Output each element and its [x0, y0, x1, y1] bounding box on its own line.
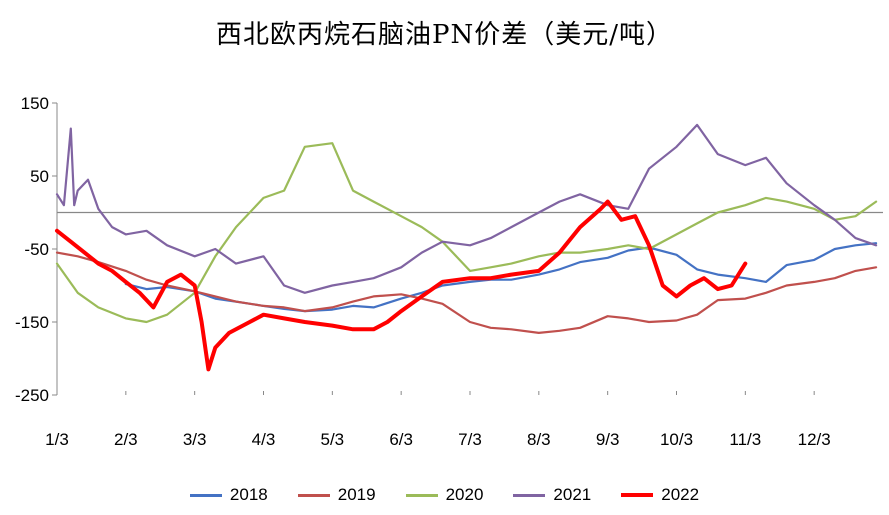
- legend-item-2019: 2019: [297, 485, 376, 505]
- series-line-2022: [55, 199, 748, 372]
- x-tick-label: 6/3: [389, 430, 413, 449]
- x-tick-label: 8/3: [527, 430, 551, 449]
- x-tick-label: 5/3: [321, 430, 345, 449]
- x-tick-label: 1/3: [45, 430, 69, 449]
- x-tick-label: 4/3: [252, 430, 276, 449]
- series-line-2020: [55, 142, 878, 324]
- legend-label: 2019: [337, 485, 376, 504]
- y-tick-label: 150: [21, 94, 49, 113]
- legend-swatch: [621, 493, 654, 497]
- legend-item-2018: 2018: [189, 485, 268, 505]
- x-tick-label: 9/3: [596, 430, 620, 449]
- legend-label: 2020: [445, 485, 484, 504]
- legend-swatch: [297, 493, 330, 497]
- y-tick-label: -250: [15, 386, 49, 405]
- x-tick-label: 2/3: [114, 430, 138, 449]
- x-tick-label: 12/3: [798, 430, 831, 449]
- legend-item-2021: 2021: [513, 485, 591, 505]
- x-tick-label: 3/3: [183, 430, 207, 449]
- chart-title: 西北欧丙烷石脑油PN价差（美元/吨）: [215, 20, 673, 50]
- x-tick-label: 7/3: [458, 430, 482, 449]
- y-tick-label: 50: [30, 167, 49, 186]
- legend-swatch: [405, 493, 438, 497]
- chart-plot-area: 150 50 -50 -150 -250 1/3 2/3 3/3 4/3 5/3 6/3 7/3 8/3…: [15, 94, 883, 449]
- series-line-2021: [55, 123, 878, 294]
- y-tick-label: -150: [15, 313, 49, 332]
- chart-legend: 2018 2019 2020 2021 2022: [0, 485, 889, 505]
- y-tick-label: -50: [24, 240, 49, 259]
- x-tick-label: 11/3: [729, 430, 761, 449]
- legend-swatch: [189, 493, 222, 497]
- legend-swatch: [513, 493, 546, 497]
- legend-label: 2022: [661, 485, 700, 504]
- series-line-2019: [55, 251, 878, 334]
- legend-item-2022: 2022: [621, 485, 699, 505]
- legend-label: 2018: [229, 485, 268, 504]
- legend-label: 2021: [553, 485, 592, 504]
- legend-item-2020: 2020: [405, 485, 484, 505]
- x-tick-label: 10/3: [660, 430, 693, 449]
